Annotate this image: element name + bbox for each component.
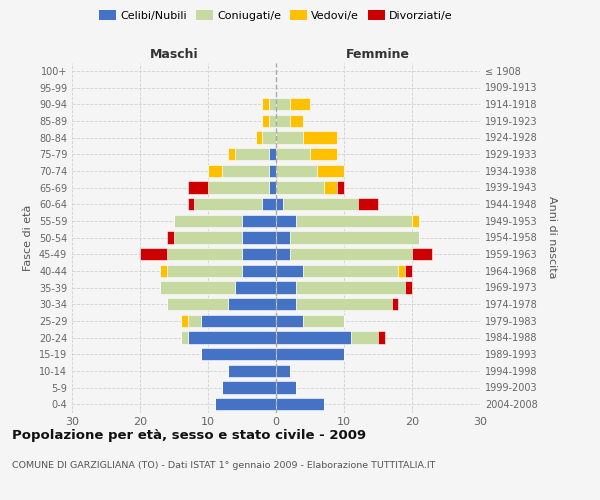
- Bar: [276, 298, 296, 310]
- Bar: [160, 281, 235, 293]
- Bar: [412, 214, 419, 227]
- Bar: [405, 281, 412, 293]
- Bar: [276, 348, 344, 360]
- Bar: [276, 248, 290, 260]
- Bar: [208, 164, 221, 177]
- Bar: [235, 148, 269, 160]
- Bar: [229, 298, 276, 310]
- Bar: [303, 131, 337, 144]
- Bar: [194, 198, 262, 210]
- Bar: [269, 148, 276, 160]
- Bar: [358, 198, 378, 210]
- Bar: [181, 314, 188, 327]
- Bar: [392, 298, 398, 310]
- Text: COMUNE DI GARZIGLIANA (TO) - Dati ISTAT 1° gennaio 2009 - Elaborazione TUTTITALI: COMUNE DI GARZIGLIANA (TO) - Dati ISTAT …: [12, 461, 436, 470]
- Bar: [296, 298, 392, 310]
- Bar: [283, 198, 358, 210]
- Bar: [276, 164, 317, 177]
- Bar: [276, 281, 296, 293]
- Text: Maschi: Maschi: [149, 48, 199, 61]
- Bar: [310, 148, 337, 160]
- Bar: [398, 264, 405, 277]
- Bar: [221, 164, 269, 177]
- Bar: [405, 264, 412, 277]
- Bar: [303, 264, 398, 277]
- Bar: [269, 164, 276, 177]
- Bar: [303, 314, 344, 327]
- Bar: [378, 331, 385, 344]
- Bar: [269, 114, 276, 127]
- Bar: [276, 331, 351, 344]
- Bar: [276, 131, 303, 144]
- Bar: [276, 364, 290, 377]
- Bar: [188, 181, 208, 194]
- Bar: [262, 114, 269, 127]
- Bar: [296, 214, 412, 227]
- Bar: [296, 281, 405, 293]
- Bar: [323, 181, 337, 194]
- Bar: [242, 214, 276, 227]
- Bar: [201, 348, 276, 360]
- Bar: [167, 298, 229, 310]
- Bar: [276, 381, 296, 394]
- Bar: [229, 364, 276, 377]
- Bar: [215, 398, 276, 410]
- Bar: [290, 231, 419, 244]
- Bar: [337, 181, 344, 194]
- Bar: [201, 314, 276, 327]
- Legend: Celibi/Nubili, Coniugati/e, Vedovi/e, Divorziati/e: Celibi/Nubili, Coniugati/e, Vedovi/e, Di…: [95, 6, 457, 25]
- Bar: [276, 98, 290, 110]
- Text: Popolazione per età, sesso e stato civile - 2009: Popolazione per età, sesso e stato civil…: [12, 430, 366, 442]
- Bar: [160, 264, 167, 277]
- Bar: [276, 114, 290, 127]
- Bar: [269, 98, 276, 110]
- Bar: [412, 248, 433, 260]
- Bar: [276, 314, 303, 327]
- Bar: [188, 314, 201, 327]
- Bar: [256, 131, 262, 144]
- Bar: [208, 181, 269, 194]
- Bar: [167, 264, 242, 277]
- Bar: [167, 248, 242, 260]
- Bar: [242, 264, 276, 277]
- Bar: [276, 148, 310, 160]
- Bar: [229, 148, 235, 160]
- Bar: [269, 181, 276, 194]
- Bar: [276, 398, 323, 410]
- Bar: [181, 331, 188, 344]
- Bar: [290, 248, 412, 260]
- Bar: [174, 231, 242, 244]
- Bar: [262, 98, 269, 110]
- Y-axis label: Anni di nascita: Anni di nascita: [547, 196, 557, 278]
- Bar: [188, 331, 276, 344]
- Bar: [242, 231, 276, 244]
- Bar: [242, 248, 276, 260]
- Bar: [235, 281, 276, 293]
- Text: Femmine: Femmine: [346, 48, 410, 61]
- Bar: [262, 198, 276, 210]
- Bar: [276, 214, 296, 227]
- Bar: [174, 214, 242, 227]
- Bar: [262, 131, 276, 144]
- Bar: [290, 98, 310, 110]
- Bar: [276, 264, 303, 277]
- Bar: [276, 231, 290, 244]
- Bar: [290, 114, 303, 127]
- Bar: [140, 248, 167, 260]
- Y-axis label: Fasce di età: Fasce di età: [23, 204, 33, 270]
- Bar: [221, 381, 276, 394]
- Bar: [317, 164, 344, 177]
- Bar: [188, 198, 194, 210]
- Bar: [167, 231, 174, 244]
- Bar: [276, 198, 283, 210]
- Bar: [276, 181, 323, 194]
- Bar: [351, 331, 378, 344]
